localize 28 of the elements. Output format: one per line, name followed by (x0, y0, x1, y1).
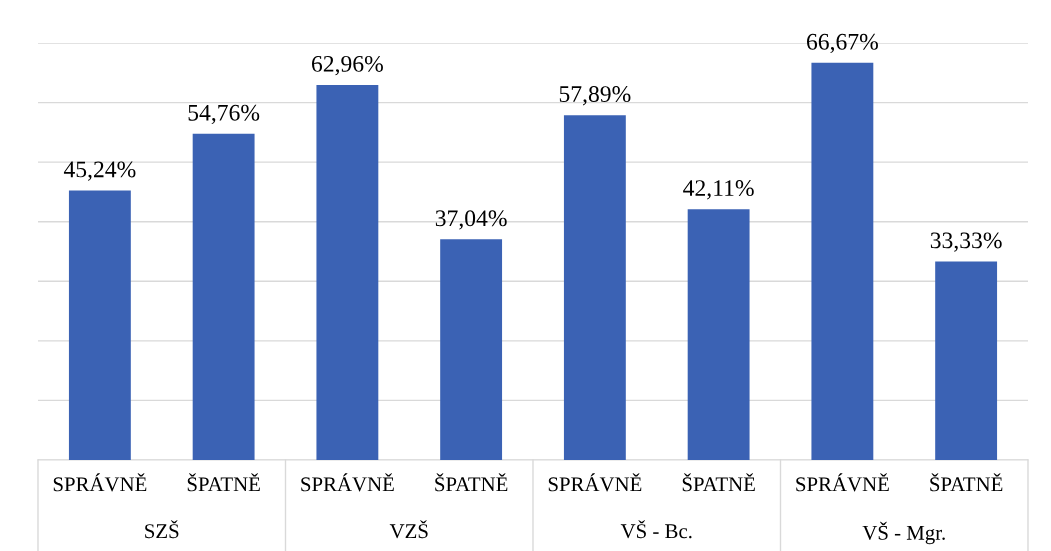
bar (935, 261, 998, 460)
data-label: 33,33% (930, 232, 1002, 252)
text: VŠ - Mgr. (862, 521, 945, 545)
bar (687, 209, 750, 460)
data-label: 62,96% (311, 55, 383, 76)
data-label: 45,24% (63, 161, 136, 181)
x-tick-label: SPRÁVNĚ (548, 473, 642, 492)
data-label: 54,76% (188, 104, 260, 125)
bar (316, 84, 379, 460)
bar (563, 115, 626, 460)
x-tick-label: SPRÁVNĚ (301, 473, 394, 492)
x-tick-label: SPRÁVNĚ (53, 473, 147, 492)
bar (192, 133, 255, 460)
x-tick-label: ŠPATNĚ (435, 473, 508, 492)
bar (811, 62, 874, 460)
data-label: 37,04% (435, 210, 507, 230)
data-label: 66,67% (806, 33, 878, 54)
data-label: 42,11% (683, 180, 754, 200)
x-tick-label: ŠPATNĚ (682, 473, 755, 492)
text: VZŠ (389, 520, 428, 539)
text: SZŠ (145, 520, 179, 539)
x-tick-label: ŠPATNĚ (187, 473, 260, 492)
bar (68, 190, 131, 460)
x-tick-label: SPRÁVNĚ (796, 473, 889, 492)
text: VŠ - Bc. (620, 520, 692, 539)
x-tick-label: ŠPATNĚ (930, 473, 1003, 492)
data-label: 57,89% (559, 86, 631, 106)
bar (440, 239, 503, 460)
